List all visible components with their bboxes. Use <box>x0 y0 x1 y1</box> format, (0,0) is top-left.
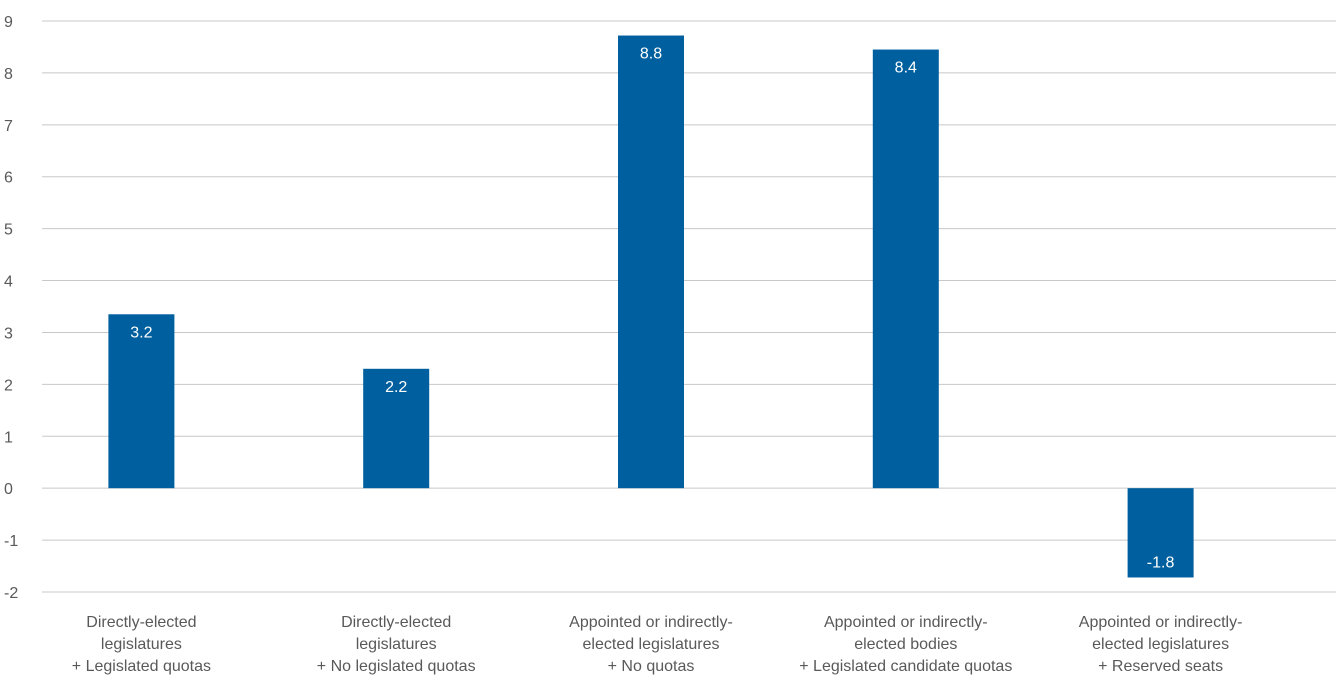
y-axis-tick-labels: 9 8 7 6 5 4 3 2 1 0 -1 -2 <box>4 14 18 602</box>
y-tick-label: -2 <box>4 585 18 602</box>
data-labels: 3.2 2.2 8.8 8.4 -1.8 <box>130 46 1174 572</box>
data-label: 8.8 <box>640 46 662 63</box>
category-label: Appointed or indirectly- <box>1079 614 1243 631</box>
y-tick-label: 6 <box>4 170 13 187</box>
category-label: + No quotas <box>608 658 695 675</box>
category-label: Appointed or indirectly- <box>569 614 733 631</box>
bar <box>1127 488 1194 578</box>
y-tick-label: 4 <box>4 274 13 291</box>
category-label: elected legislatures <box>1092 636 1229 653</box>
y-tick-label: 1 <box>4 429 13 446</box>
bar <box>108 314 175 489</box>
y-tick-label: 8 <box>4 66 13 83</box>
bar <box>872 49 939 489</box>
gridlines <box>42 20 1336 593</box>
category-label: elected bodies <box>854 636 957 653</box>
data-label: 3.2 <box>130 324 152 341</box>
category-label: + Reserved seats <box>1098 658 1223 675</box>
category-label: elected legislatures <box>583 636 720 653</box>
bar <box>363 368 430 489</box>
y-tick-label: 2 <box>4 377 13 394</box>
y-tick-label: 7 <box>4 118 13 135</box>
category-label: legislatures <box>101 636 182 653</box>
data-label: 8.4 <box>895 60 917 77</box>
y-tick-label: -1 <box>4 533 18 550</box>
category-label: + Legislated candidate quotas <box>799 658 1012 675</box>
category-labels: Directly-elected legislatures + Legislated… <box>72 614 1243 675</box>
category-label: Appointed or indirectly- <box>824 614 988 631</box>
category-label: Directly-elected <box>341 614 451 631</box>
category-label: legislatures <box>356 636 437 653</box>
data-label: 2.2 <box>385 379 407 396</box>
bars <box>108 35 1194 578</box>
y-tick-label: 5 <box>4 222 13 239</box>
y-tick-label: 3 <box>4 325 13 342</box>
category-label: + No legislated quotas <box>317 658 476 675</box>
data-label: -1.8 <box>1147 554 1175 571</box>
category-label: + Legislated quotas <box>72 658 211 675</box>
category-label: Directly-elected <box>86 614 196 631</box>
y-tick-label: 0 <box>4 481 13 498</box>
bar <box>618 35 684 489</box>
y-tick-label: 9 <box>4 14 13 31</box>
